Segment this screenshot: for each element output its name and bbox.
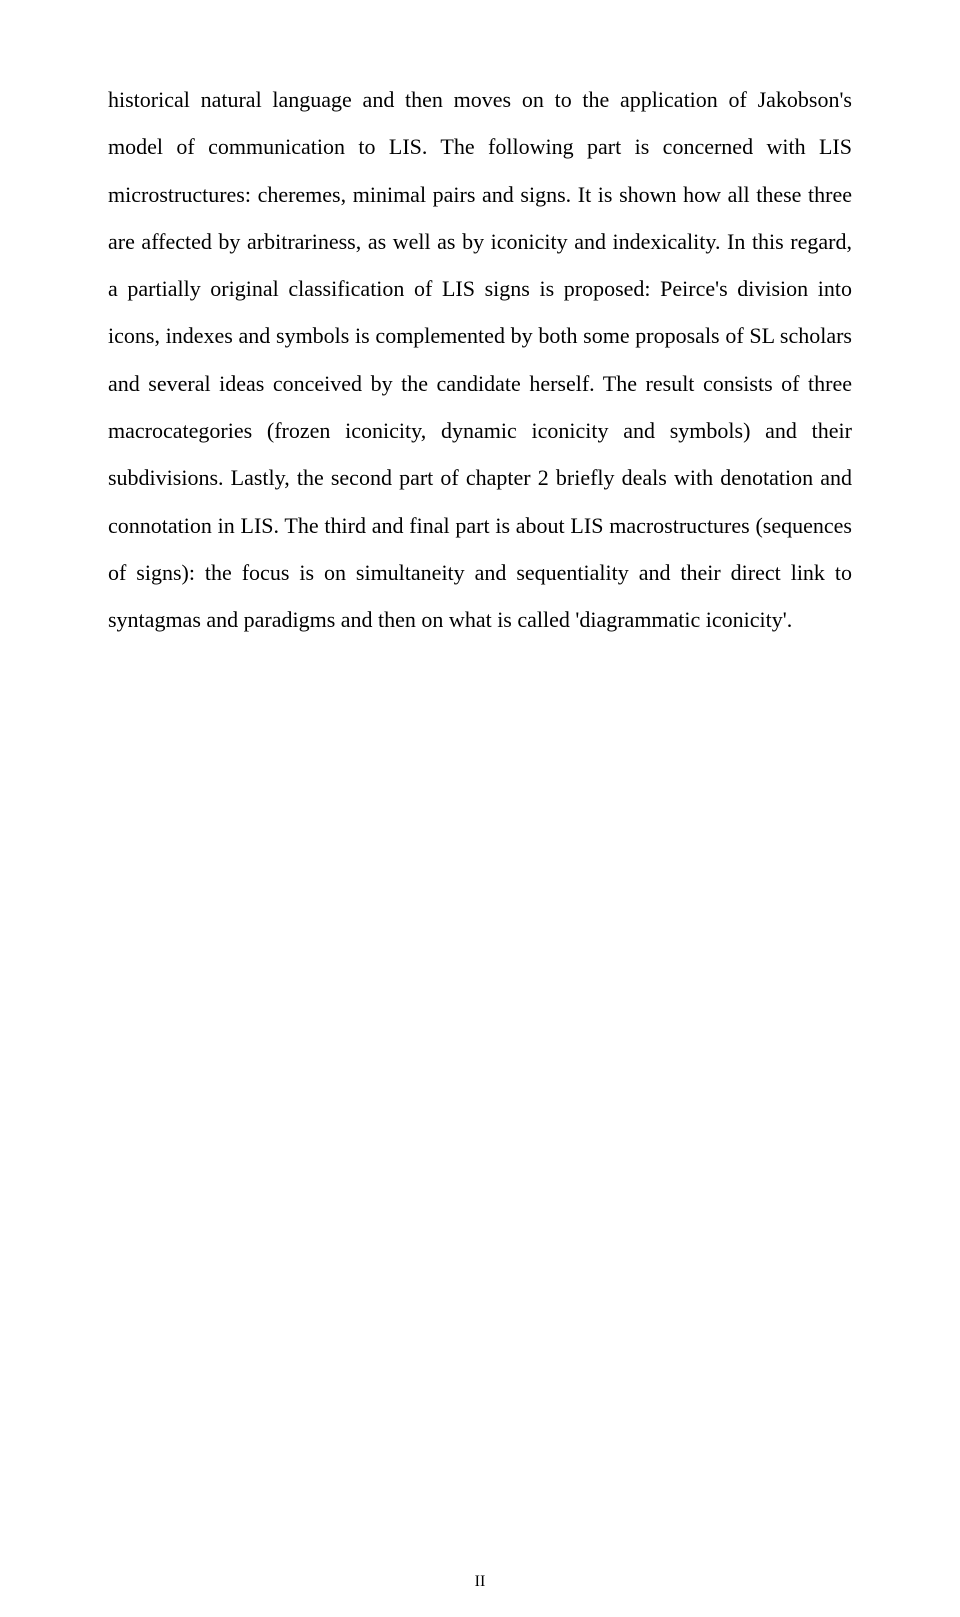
page-number: II bbox=[0, 1573, 960, 1591]
body-paragraph: historical natural language and then mov… bbox=[108, 76, 852, 644]
document-page: historical natural language and then mov… bbox=[0, 0, 960, 1617]
